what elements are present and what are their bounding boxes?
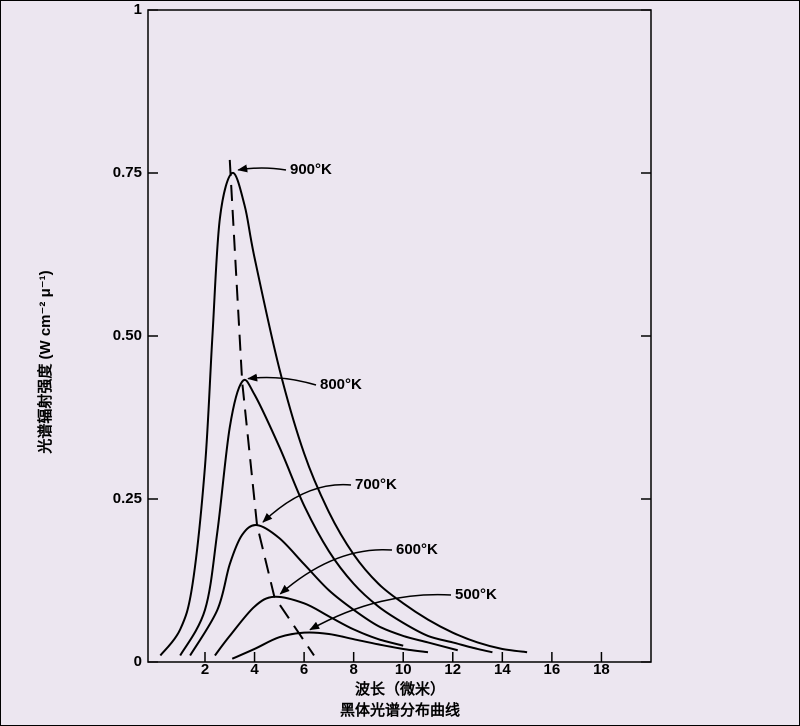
curve-label: 900°K xyxy=(290,161,332,178)
y-tick-label: 1 xyxy=(134,1,142,18)
y-tick-label: 0.75 xyxy=(113,164,142,181)
spectrum-line xyxy=(189,524,458,656)
y-tick-label: 0.25 xyxy=(113,490,142,507)
x-axis-title: 波长（微米） xyxy=(355,680,445,698)
label-arrow xyxy=(279,548,393,595)
x-tick-label: 10 xyxy=(395,661,412,678)
peak-locus xyxy=(228,159,315,657)
x-tick-label: 14 xyxy=(494,661,511,678)
x-tick-label: 18 xyxy=(593,661,610,678)
spectrum-line xyxy=(159,172,528,657)
curve-label: 600°K xyxy=(396,541,438,558)
x-tick-label: 16 xyxy=(544,661,561,678)
x-tick-label: 12 xyxy=(444,661,461,678)
x-tick-label: 8 xyxy=(349,661,357,678)
chart-title: 黑体光谱分布曲线 xyxy=(340,701,460,719)
curve-label: 700°K xyxy=(355,476,397,493)
x-tick-label: 4 xyxy=(250,661,259,678)
label-arrow xyxy=(262,483,352,523)
spectrum-line xyxy=(231,631,429,660)
label-arrow xyxy=(309,593,452,631)
y-tick-label: 0 xyxy=(134,653,142,670)
curve-label: 800°K xyxy=(320,376,362,393)
label-arrow xyxy=(237,164,287,173)
y-tick-label: 0.50 xyxy=(113,327,142,344)
spectrum-line xyxy=(179,378,493,656)
x-tick-label: 6 xyxy=(300,661,308,678)
curve-label: 500°K xyxy=(455,586,497,603)
label-arrow xyxy=(247,373,317,386)
spectrum-line xyxy=(214,595,404,657)
y-axis-title: 光谱辐射强度 (W cm⁻² μ⁻¹) xyxy=(36,270,54,454)
x-tick-label: 2 xyxy=(201,661,209,678)
